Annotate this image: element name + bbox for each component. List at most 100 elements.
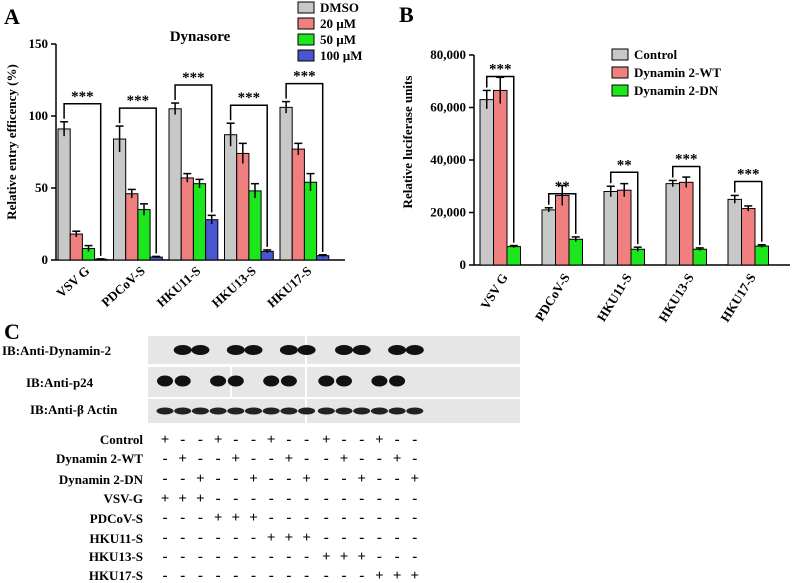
matrix-cell: - bbox=[163, 510, 168, 526]
chart-b-bar bbox=[679, 181, 694, 266]
matrix-cell: - bbox=[180, 568, 185, 583]
blot-label-actin: IB:Anti-β Actin bbox=[30, 402, 118, 417]
blot-band-dynamin2 bbox=[405, 345, 424, 355]
chart-b-bar bbox=[727, 198, 742, 266]
matrix-cell: - bbox=[251, 568, 256, 583]
matrix-cell: - bbox=[198, 451, 203, 467]
matrix-cell: - bbox=[395, 471, 400, 487]
chart-a-legend-swatch bbox=[297, 33, 315, 46]
blot-band-p24 bbox=[174, 375, 191, 387]
chart-a-bar bbox=[69, 233, 83, 261]
matrix-cell: - bbox=[163, 549, 168, 565]
matrix-cell: - bbox=[286, 471, 291, 487]
chart-b-y-tick-label: 40,000 bbox=[430, 152, 466, 167]
chart-b-y-axis-label: Relative luciferase units bbox=[400, 76, 415, 209]
chart-a-legend-swatch bbox=[297, 17, 315, 30]
chart-a-bar bbox=[57, 128, 71, 261]
matrix-cell: - bbox=[198, 510, 203, 526]
blot-band-p24 bbox=[389, 375, 406, 387]
matrix-cell: + bbox=[340, 451, 349, 467]
blot-band-p24 bbox=[371, 375, 388, 387]
chart-a-x-tick-label: VSV G bbox=[53, 263, 92, 300]
matrix-row-label: Control bbox=[100, 432, 143, 447]
chart-a-bar bbox=[236, 152, 250, 261]
matrix-cell: - bbox=[251, 432, 256, 448]
chart-b-legend-label: Dynamin 2-DN bbox=[634, 83, 719, 98]
matrix-cell: - bbox=[216, 549, 221, 565]
matrix-cell: + bbox=[161, 491, 170, 507]
matrix-cell: - bbox=[342, 530, 347, 546]
chart-a-x-tick-label: HKU13-S bbox=[209, 263, 259, 310]
blot-band-dynamin2 bbox=[335, 345, 353, 355]
matrix-cell: - bbox=[342, 491, 347, 507]
chart-a-x-tick-label: PDCoV-S bbox=[98, 263, 148, 310]
matrix-cell: - bbox=[324, 510, 329, 526]
chart-b-significance-bracket bbox=[610, 171, 639, 245]
chart-a-legend-label: 20 µM bbox=[320, 16, 356, 31]
chart-b-bar bbox=[506, 246, 521, 266]
blot-band-p24 bbox=[210, 375, 227, 387]
matrix-cell: - bbox=[269, 510, 274, 526]
chart-b-bar bbox=[741, 208, 756, 266]
matrix-cell: + bbox=[285, 451, 294, 467]
matrix-cell: - bbox=[412, 549, 417, 565]
matrix-cell: + bbox=[178, 491, 187, 507]
matrix-cell: - bbox=[359, 530, 364, 546]
chart-a-significance-label: *** bbox=[293, 69, 316, 85]
matrix-cell: - bbox=[180, 432, 185, 448]
blot-band-actin bbox=[298, 407, 316, 415]
chart-b-bar bbox=[754, 245, 769, 266]
chart-b-x-tick-label: VSV G bbox=[477, 271, 510, 312]
blot-label-p24: IB:Anti-p24 bbox=[26, 375, 94, 390]
matrix-cell: - bbox=[269, 491, 274, 507]
matrix-cell: - bbox=[377, 530, 382, 546]
matrix-cell: - bbox=[269, 549, 274, 565]
chart-b-bar bbox=[603, 191, 618, 266]
blot-band-dynamin2 bbox=[226, 345, 245, 355]
matrix-row-label: Dynamin 2-DN bbox=[59, 472, 144, 487]
matrix-cell: - bbox=[359, 432, 364, 448]
matrix-cell: + bbox=[411, 471, 420, 487]
matrix-cell: - bbox=[304, 510, 309, 526]
matrix-cell: + bbox=[249, 510, 258, 526]
chart-a-significance-label: *** bbox=[238, 90, 261, 106]
chart-a-legend-label: 50 µM bbox=[320, 32, 356, 47]
chart-b-bar bbox=[541, 209, 556, 266]
chart-b-x-tick-label: PDCoV-S bbox=[532, 271, 573, 324]
chart-b-bar bbox=[617, 189, 632, 266]
matrix-cell: - bbox=[269, 451, 274, 467]
chart-b-luciferase: Relative luciferase units 0 20,000 40,000 6… bbox=[400, 47, 790, 325]
chart-a-bar bbox=[279, 106, 293, 261]
matrix-cell: + bbox=[214, 432, 223, 448]
matrix-cell: - bbox=[412, 432, 417, 448]
chart-b-legend-swatch bbox=[611, 66, 629, 79]
chart-b-legend-label: Control bbox=[634, 47, 677, 62]
chart-b-legend-swatch bbox=[611, 48, 629, 61]
matrix-cell: - bbox=[395, 491, 400, 507]
chart-a-significance-bracket bbox=[285, 82, 324, 252]
chart-b-significance-bracket bbox=[486, 75, 515, 243]
chart-a-significance-bracket bbox=[63, 103, 102, 256]
matrix-cell: - bbox=[163, 451, 168, 467]
blot-band-dynamin2 bbox=[279, 345, 298, 355]
matrix-cell: - bbox=[180, 510, 185, 526]
blot-band-actin bbox=[370, 407, 388, 415]
matrix-cell: - bbox=[359, 451, 364, 467]
matrix-cell: - bbox=[412, 451, 417, 467]
matrix-cell: - bbox=[198, 530, 203, 546]
blot-band-actin bbox=[335, 407, 353, 415]
blot-band-actin bbox=[209, 407, 227, 415]
matrix-cell: - bbox=[216, 568, 221, 583]
panel-label-b: B bbox=[399, 2, 414, 27]
blot-band-actin bbox=[245, 407, 262, 415]
matrix-cell: - bbox=[412, 510, 417, 526]
chart-b-significance-bracket bbox=[734, 180, 763, 242]
matrix-cell: - bbox=[324, 568, 329, 583]
chart-b-x-tick-label: HKU11-S bbox=[594, 271, 635, 324]
blot-band-dynamin2 bbox=[244, 345, 263, 355]
blot-band-p24 bbox=[227, 375, 244, 387]
matrix-cell: - bbox=[251, 491, 256, 507]
matrix-cell: - bbox=[286, 432, 291, 448]
chart-a-bar bbox=[192, 183, 207, 261]
chart-a-dynasore: Dynasore Relative entry efficency (%) 0 5… bbox=[4, 0, 363, 310]
